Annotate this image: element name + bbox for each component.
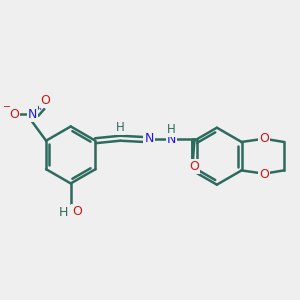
Text: N: N [167, 133, 176, 146]
Text: H: H [116, 121, 125, 134]
Text: H: H [167, 123, 176, 136]
Text: O: O [72, 206, 82, 218]
Text: O: O [190, 160, 200, 173]
Text: N: N [145, 133, 154, 146]
Text: O: O [259, 168, 269, 181]
Text: O: O [259, 132, 269, 145]
Text: O: O [40, 94, 50, 107]
Text: +: + [36, 103, 43, 112]
Text: H: H [58, 206, 68, 219]
Text: O: O [9, 108, 19, 121]
Text: N: N [28, 108, 37, 121]
Text: −: − [3, 102, 11, 112]
